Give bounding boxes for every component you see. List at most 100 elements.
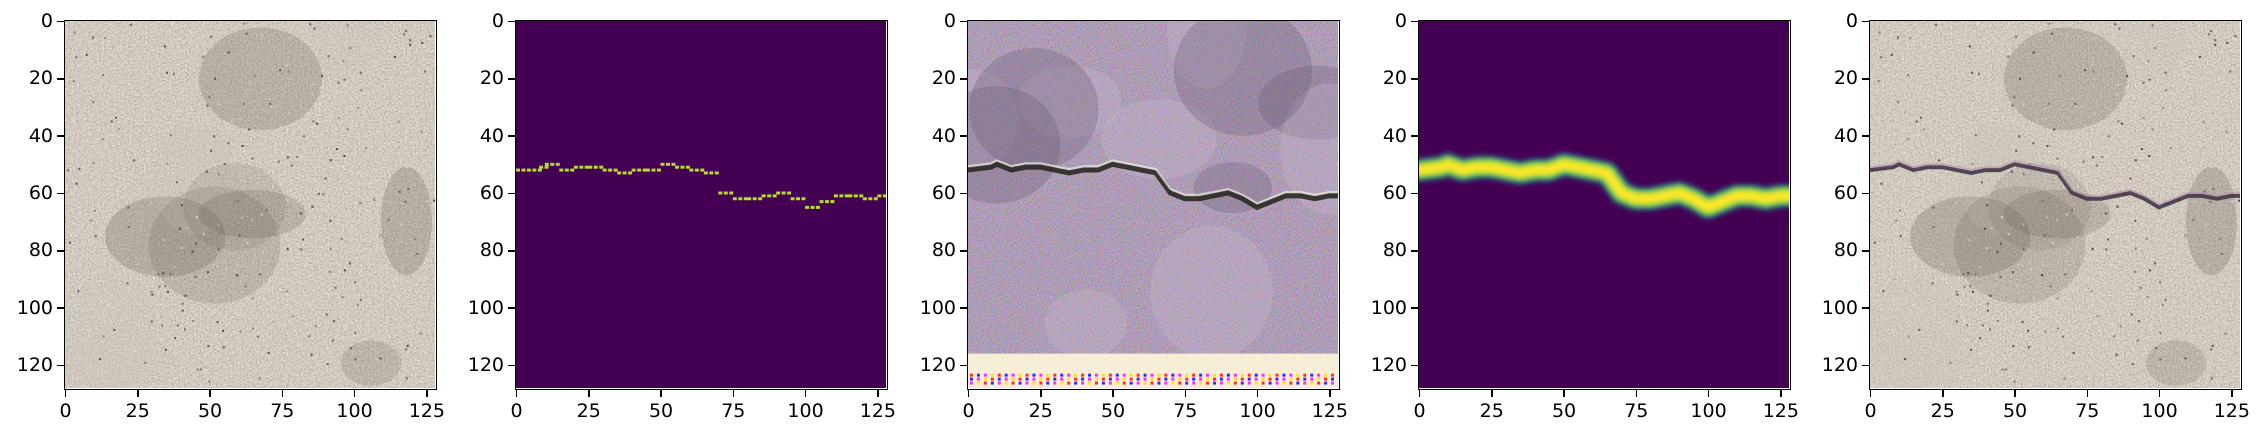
texture-speckle	[107, 303, 110, 306]
texture-speckle	[409, 127, 412, 130]
texture-speckle	[2153, 300, 2156, 303]
texture-speckle	[2008, 48, 2011, 51]
texture-speckle	[2210, 348, 2213, 351]
texture-speckle	[314, 325, 317, 328]
texture-speckle	[2004, 328, 2007, 331]
artifact-dot	[1157, 377, 1161, 381]
artifact-dot	[1108, 381, 1112, 385]
mask-pixel	[824, 200, 829, 204]
texture-speckle	[291, 315, 294, 318]
texture-speckle	[297, 125, 300, 128]
texture-speckle	[319, 31, 322, 34]
mask-pixel	[584, 165, 589, 169]
x-tick	[2014, 390, 2016, 397]
texture-speckle	[192, 319, 195, 322]
texture-speckle	[1906, 216, 1909, 219]
texture-speckle	[2137, 320, 2140, 323]
texture-speckle	[166, 163, 169, 166]
x-tick	[1780, 390, 1782, 397]
texture-speckle	[286, 247, 289, 250]
texture-speckle	[293, 192, 296, 195]
y-tick-label: 60	[1382, 182, 1407, 205]
texture-speckle	[1976, 22, 1979, 25]
artifact-dot	[976, 373, 980, 377]
texture-speckle	[2202, 121, 2205, 124]
texture-speckle	[230, 120, 233, 123]
texture-speckle	[207, 145, 210, 148]
artifact-dot	[1240, 373, 1244, 377]
texture-speckle	[1878, 31, 1881, 34]
texture-speckle	[2199, 144, 2202, 147]
texture-speckle	[163, 45, 166, 48]
texture-speckle	[1991, 87, 1994, 90]
texture-speckle	[348, 300, 351, 303]
texture-speckle	[324, 177, 327, 180]
artifact-dot	[1011, 381, 1015, 385]
texture-speckle	[162, 272, 165, 275]
y-tick	[508, 192, 515, 195]
texture-speckle	[251, 157, 254, 160]
y-tick	[1411, 250, 1418, 252]
texture-speckle	[75, 56, 78, 59]
x-tick-label: 25	[125, 400, 150, 422]
texture-speckle	[125, 346, 128, 349]
texture-speckle	[2187, 106, 2190, 109]
x-tick-label: 125	[408, 400, 445, 422]
texture-speckle	[2021, 321, 2024, 324]
texture-speckle	[2147, 60, 2150, 63]
texture-speckle	[190, 38, 193, 41]
texture-speckle	[2107, 238, 2110, 241]
x-tick	[804, 390, 807, 397]
texture-blotch	[1910, 196, 2031, 277]
texture-speckle	[157, 273, 160, 276]
texture-speckle	[2164, 71, 2167, 74]
artifact-dot	[1213, 377, 1216, 381]
y-tick	[57, 135, 64, 137]
texture-speckle	[1898, 303, 1901, 306]
texture-speckle	[348, 258, 350, 261]
x-tick-label: 100	[1690, 400, 1727, 422]
y-tick-label: 100	[16, 296, 53, 319]
mask-pixel	[617, 171, 622, 175]
texture-speckle	[272, 178, 275, 181]
texture-speckle	[1923, 171, 1926, 174]
texture-speckle	[2077, 178, 2080, 181]
artifact-dot	[1060, 381, 1064, 385]
texture-speckle	[279, 126, 282, 129]
texture-blotch	[2004, 27, 2128, 131]
y-tick-label: 120	[1821, 354, 1858, 377]
mask-pixel	[689, 168, 694, 172]
texture-speckle	[2084, 69, 2087, 72]
mask-pixel	[656, 168, 661, 172]
artifact-dot	[1074, 381, 1078, 385]
texture-speckle	[420, 130, 423, 133]
texture-speckle	[1928, 57, 1931, 60]
texture-speckle	[2059, 149, 2062, 152]
texture-speckle	[354, 331, 357, 334]
texture-speckle	[340, 237, 343, 240]
texture-speckle	[333, 52, 336, 55]
texture-speckle	[1977, 72, 1980, 75]
texture-speckle	[2108, 135, 2111, 138]
y-tick-label: 60	[28, 182, 53, 205]
texture-speckle	[2237, 219, 2240, 222]
texture-speckle	[300, 248, 303, 251]
texture-speckle	[106, 372, 109, 375]
texture-speckle	[2013, 96, 2016, 99]
texture-speckle	[1928, 176, 1931, 179]
artifact-dot	[1032, 377, 1036, 381]
texture-speckle	[159, 113, 162, 116]
mask-pixel	[758, 197, 763, 201]
texture-speckle	[2065, 354, 2068, 357]
artifact-dot	[1136, 373, 1140, 377]
texture-speckle	[113, 38, 116, 41]
y-tick-label: 0	[1845, 10, 1858, 32]
texture-speckle	[1955, 290, 1958, 293]
x-tick-label: 25	[1930, 400, 1955, 422]
artifact-dot	[1122, 377, 1126, 381]
texture-speckle	[2066, 251, 2069, 254]
texture-speckle	[217, 248, 220, 251]
texture-speckle	[2136, 339, 2139, 342]
texture-speckle	[2118, 27, 2121, 30]
x-tick	[1418, 390, 1421, 397]
